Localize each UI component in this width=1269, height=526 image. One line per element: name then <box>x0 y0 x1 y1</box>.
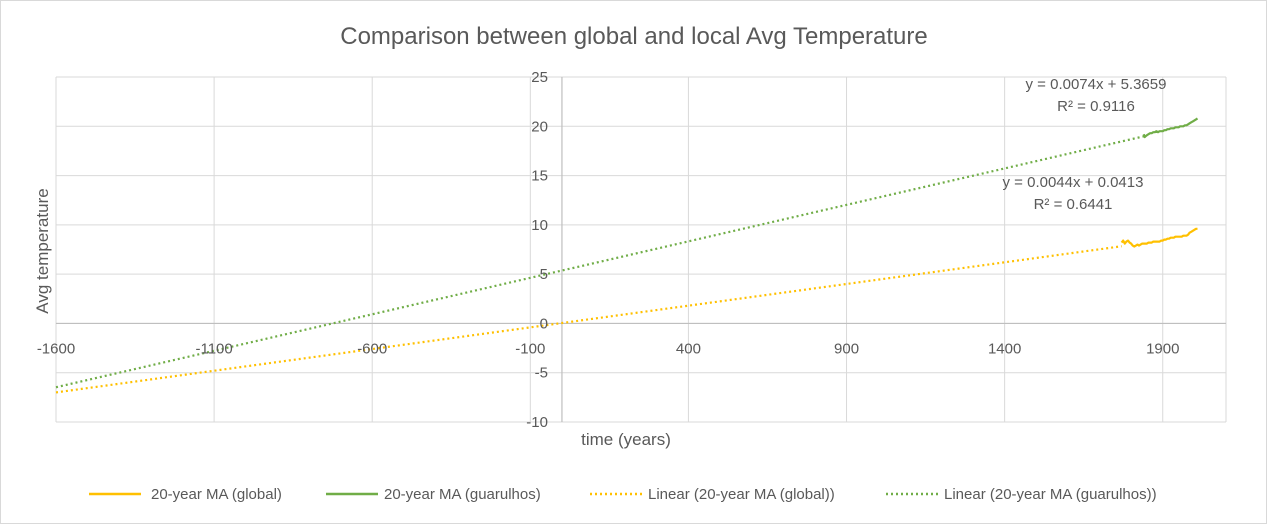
y-tick-label: 15 <box>531 168 548 185</box>
y-tick-label: 25 <box>531 69 548 86</box>
guarulhos-equation-label: y = 0.0074x + 5.3659 <box>1026 76 1167 93</box>
tick-labels: -1600 -1100 -600 -100 400 900 1400 1900 -10 -5 0 5 1… <box>37 69 1180 431</box>
legend-item-global-trend: Linear (20-year MA (global)) <box>590 486 835 503</box>
legend-label: 20-year MA (guarulhos) <box>384 486 541 503</box>
global-trendline-equation: y = 0.0044x + 0.0413 R² = 0.6441 <box>1003 174 1144 213</box>
x-tick-label: -1100 <box>195 340 232 357</box>
x-tick-label: -1600 <box>37 340 75 357</box>
chart-title: Comparison between global and local Avg … <box>340 23 927 50</box>
gridlines <box>55 76 1227 423</box>
x-tick-label: -100 <box>515 340 545 357</box>
legend-label: 20-year MA (global) <box>151 486 282 503</box>
y-tick-label: 0 <box>540 315 548 332</box>
legend-label: Linear (20-year MA (guarulhos)) <box>944 486 1157 503</box>
legend-item-global: 20-year MA (global) <box>89 486 282 503</box>
global-equation-label: y = 0.0044x + 0.0413 <box>1003 174 1144 191</box>
y-tick-label: 20 <box>531 118 548 135</box>
y-tick-label: 5 <box>540 266 548 283</box>
global-trendline <box>55 245 1122 394</box>
global-series-line <box>1120 227 1198 248</box>
x-axis-title: time (years) <box>581 430 671 449</box>
x-tick-label: -600 <box>357 340 387 357</box>
legend-item-guarulhos-trend: Linear (20-year MA (guarulhos)) <box>886 486 1157 503</box>
guarulhos-trendline-equation: y = 0.0074x + 5.3659 R² = 0.9116 <box>1026 76 1167 115</box>
x-tick-label: 1900 <box>1146 340 1179 357</box>
trendlines <box>55 135 1145 394</box>
guarulhos-series-line <box>1142 117 1199 139</box>
guarulhos-trendline <box>55 135 1145 389</box>
x-tick-label: 900 <box>834 340 859 357</box>
legend-item-guarulhos: 20-year MA (guarulhos) <box>326 486 541 503</box>
y-tick-label: 10 <box>531 217 548 234</box>
global-r2-label: R² = 0.6441 <box>1034 196 1113 213</box>
y-axis-title: Avg temperature <box>33 188 52 313</box>
axes <box>56 77 1226 422</box>
x-tick-label: 1400 <box>988 340 1021 357</box>
data-series <box>1120 117 1199 248</box>
x-tick-label: 400 <box>676 340 701 357</box>
y-tick-label: -5 <box>535 365 548 382</box>
guarulhos-r2-label: R² = 0.9116 <box>1057 98 1135 115</box>
legend: 20-year MA (global) 20-year MA (guarulhos… <box>89 486 1157 503</box>
legend-label: Linear (20-year MA (global)) <box>648 486 835 503</box>
y-tick-label: -10 <box>526 414 548 431</box>
